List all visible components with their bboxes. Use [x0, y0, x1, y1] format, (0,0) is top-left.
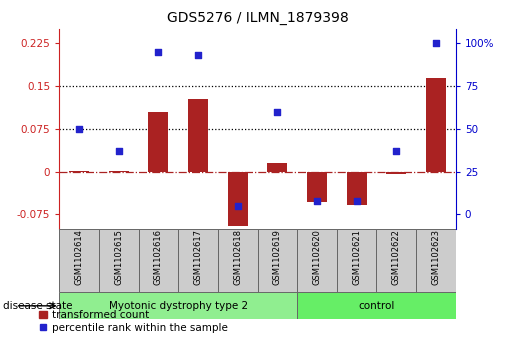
Bar: [347, 172, 367, 205]
Text: GSM1102623: GSM1102623: [432, 229, 440, 285]
Text: GSM1102614: GSM1102614: [75, 229, 83, 285]
Bar: [109, 171, 129, 172]
Point: [154, 49, 163, 55]
Bar: [376, 229, 416, 292]
Point: [352, 198, 360, 204]
Bar: [337, 229, 376, 292]
Text: GSM1102615: GSM1102615: [114, 229, 123, 285]
Point: [392, 148, 401, 154]
Text: GSM1102618: GSM1102618: [233, 229, 242, 285]
Bar: [297, 292, 456, 319]
Bar: [218, 229, 258, 292]
Bar: [69, 171, 89, 172]
Bar: [426, 78, 446, 172]
Bar: [59, 292, 297, 319]
Bar: [297, 229, 337, 292]
Point: [432, 40, 440, 46]
Point: [114, 148, 123, 154]
Bar: [178, 229, 218, 292]
Bar: [139, 229, 178, 292]
Point: [313, 198, 321, 204]
Bar: [258, 229, 297, 292]
Bar: [228, 172, 248, 226]
Text: Myotonic dystrophy type 2: Myotonic dystrophy type 2: [109, 301, 248, 311]
Text: disease state: disease state: [3, 301, 72, 311]
Text: GSM1102616: GSM1102616: [154, 229, 163, 285]
Bar: [386, 172, 406, 175]
Text: GSM1102619: GSM1102619: [273, 229, 282, 285]
Bar: [188, 99, 208, 172]
Bar: [416, 229, 456, 292]
Bar: [59, 229, 99, 292]
Bar: [307, 172, 327, 202]
Bar: [148, 112, 168, 172]
Point: [273, 109, 281, 115]
Text: GSM1102617: GSM1102617: [194, 229, 202, 285]
Point: [234, 203, 242, 209]
Bar: [267, 163, 287, 172]
Text: control: control: [358, 301, 394, 311]
Title: GDS5276 / ILMN_1879398: GDS5276 / ILMN_1879398: [167, 11, 348, 25]
Text: GSM1102621: GSM1102621: [352, 229, 361, 285]
Legend: transformed count, percentile rank within the sample: transformed count, percentile rank withi…: [39, 310, 228, 333]
Point: [194, 52, 202, 58]
Bar: [99, 229, 139, 292]
Point: [75, 126, 83, 132]
Text: GSM1102620: GSM1102620: [313, 229, 321, 285]
Text: GSM1102622: GSM1102622: [392, 229, 401, 285]
